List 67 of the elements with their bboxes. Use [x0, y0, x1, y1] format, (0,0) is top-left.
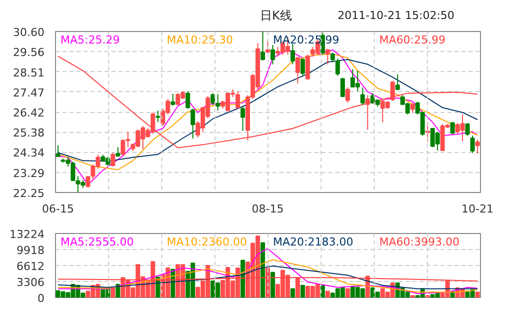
- candlestick: [240, 106, 246, 132]
- chart-title: 日K线: [260, 8, 292, 22]
- text: MA5:25.29: [60, 34, 120, 46]
- y-tick-label: 26.42: [13, 106, 45, 120]
- text: 2011-10-21 15:02:50: [338, 9, 454, 22]
- candlestick: [475, 138, 480, 154]
- text: MA5:2555.00: [60, 236, 134, 248]
- x-tick-label: 06-15: [42, 202, 74, 216]
- bar: [240, 260, 246, 298]
- y-tick-label: 0: [38, 292, 44, 305]
- candlestick: [395, 74, 400, 91]
- text: MA60:3993.00: [379, 236, 460, 248]
- y-tick-label: 22.25: [13, 187, 45, 200]
- line-series: [57, 259, 478, 293]
- bar: [110, 288, 116, 298]
- bar: [260, 242, 266, 298]
- bar: [290, 288, 295, 298]
- candlestick: [305, 54, 310, 80]
- candlestick: [116, 146, 120, 158]
- candlestick: [335, 58, 340, 76]
- candlestick: [260, 32, 266, 61]
- bar: [325, 290, 330, 298]
- bar: [300, 284, 305, 298]
- candlestick: [295, 56, 300, 84]
- y-tick-label: 28.51: [13, 66, 45, 80]
- bar: [475, 292, 480, 298]
- candlestick: [270, 44, 275, 65]
- candlestick: [410, 102, 415, 113]
- candlestick: [345, 86, 350, 104]
- y-tick-label: 25.38: [13, 126, 45, 140]
- y-tick-label: 9918: [16, 244, 45, 257]
- y-tick-label: 27.47: [13, 86, 45, 100]
- y-tick-label: 23.29: [13, 166, 45, 180]
- text: MA10:25.30: [166, 34, 233, 46]
- series-label: MA10:2360.00: [166, 236, 247, 248]
- candlestick: [330, 52, 335, 63]
- y-tick-label: 24.34: [13, 146, 45, 160]
- candlestick: [470, 135, 475, 154]
- candlestick: [156, 110, 160, 123]
- candlestick: [290, 44, 295, 65]
- line-series: [57, 56, 478, 148]
- series-label: MA20:2183.00: [272, 236, 354, 248]
- candlestick: [465, 122, 470, 136]
- bar: [270, 272, 275, 298]
- y-tick-label: 6612: [16, 260, 45, 273]
- line-series: [57, 266, 478, 290]
- candlestick: [186, 90, 190, 110]
- candlestick: [360, 86, 365, 106]
- x-tick-label: 10-21: [462, 202, 494, 216]
- candlestick: [450, 122, 455, 134]
- candlestick: [300, 58, 305, 76]
- y-tick-label: 30.60: [13, 26, 45, 39]
- candlestick: [170, 93, 176, 106]
- candlestick: [390, 81, 395, 102]
- y-tick-label: 3306: [16, 276, 45, 289]
- y-tick-label: 13224: [10, 228, 45, 241]
- candlestick: [325, 48, 330, 65]
- bar: [345, 288, 350, 298]
- x-tick-label: 08-15: [252, 202, 284, 216]
- bar: [295, 277, 300, 298]
- candlestick: [56, 144, 60, 158]
- candlestick: [190, 108, 196, 140]
- y-tick-label: 29.56: [13, 46, 45, 60]
- candlestick: [110, 152, 116, 167]
- candlestick: [365, 94, 370, 130]
- line-series: [57, 248, 478, 294]
- text: MA60:25.99: [379, 34, 446, 46]
